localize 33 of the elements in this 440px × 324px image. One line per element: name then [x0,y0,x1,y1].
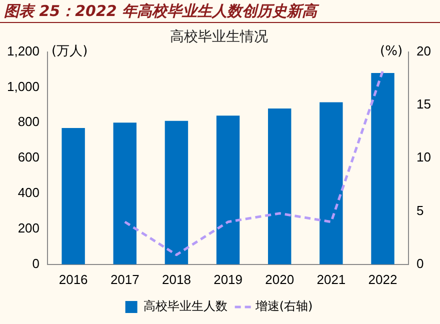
y2-tick-label: 10 [416,150,432,165]
y-tick-label: 0 [32,256,40,271]
bar [216,116,240,264]
bar [371,73,394,264]
y-tick-label: 400 [18,185,40,200]
y2-tick-label: 5 [416,202,424,218]
chart-title: 图表 25：2022 年高校毕业生人数创历史新高 [0,0,440,23]
y-tick-label: 200 [18,220,40,236]
x-tick-label: 2017 [110,272,140,287]
y-tick-label: 1,200 [6,43,40,58]
legend-label: 高校毕业生人数 [143,299,228,314]
x-tick-label: 2018 [162,272,191,287]
y-tick-label: 800 [18,114,40,130]
y2-tick-label: 20 [416,43,432,58]
bar [320,102,343,264]
y-tick-label: 1,000 [6,78,40,94]
bar [62,128,85,264]
line-series [124,70,384,256]
legend-label: 增速(右轴) [254,299,313,314]
x-tick-label: 2020 [265,272,294,287]
y2-tick-label: 0 [416,256,424,271]
x-tick-label: 2022 [368,272,398,287]
bar [113,122,136,264]
x-tick-label: 2016 [58,272,88,287]
y-axis-title: (万人) [52,44,88,60]
y2-axis-title: (%) [380,44,403,60]
bar [268,108,292,264]
chart-subtitle: 高校毕业生情况 [170,29,268,46]
y-tick-label: 600 [18,150,40,165]
y2-tick-label: 15 [416,96,432,112]
x-tick-label: 2021 [316,272,346,287]
x-tick-label: 2019 [214,272,242,287]
bar [164,120,188,264]
